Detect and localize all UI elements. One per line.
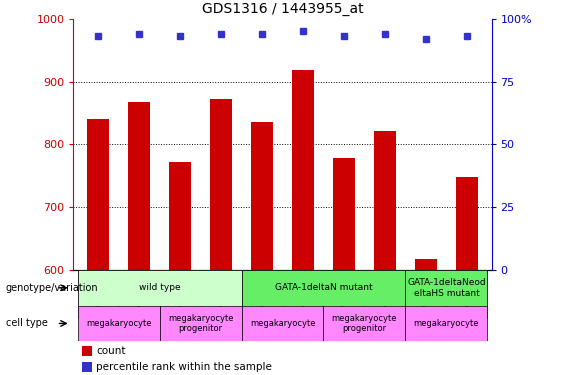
- Text: count: count: [97, 346, 126, 356]
- Bar: [415, 260, 437, 270]
- Text: megakaryocyte
progenitor: megakaryocyte progenitor: [168, 314, 233, 333]
- Text: percentile rank within the sample: percentile rank within the sample: [97, 362, 272, 372]
- Text: GSM45788: GSM45788: [258, 272, 267, 321]
- Text: GSM45787: GSM45787: [134, 272, 144, 321]
- Text: wild type: wild type: [139, 284, 180, 292]
- FancyBboxPatch shape: [159, 306, 241, 341]
- Text: megakaryocyte: megakaryocyte: [414, 319, 479, 328]
- Bar: [251, 122, 273, 270]
- Text: cell type: cell type: [6, 318, 47, 328]
- Bar: [373, 130, 396, 270]
- Bar: [169, 162, 192, 270]
- Text: GSM45794: GSM45794: [421, 272, 431, 321]
- Bar: [210, 99, 232, 270]
- Text: genotype/variation: genotype/variation: [6, 283, 98, 293]
- FancyBboxPatch shape: [201, 270, 241, 319]
- FancyBboxPatch shape: [324, 270, 364, 319]
- FancyBboxPatch shape: [406, 306, 488, 341]
- Text: GSM45795: GSM45795: [463, 272, 471, 321]
- FancyBboxPatch shape: [406, 270, 446, 319]
- Text: megakaryocyte: megakaryocyte: [86, 319, 151, 328]
- Bar: [456, 177, 478, 270]
- Bar: [128, 102, 150, 270]
- FancyBboxPatch shape: [241, 270, 282, 319]
- FancyBboxPatch shape: [159, 270, 201, 319]
- FancyBboxPatch shape: [119, 270, 159, 319]
- Bar: [333, 158, 355, 270]
- FancyBboxPatch shape: [241, 306, 324, 341]
- Text: megakaryocyte: megakaryocyte: [250, 319, 315, 328]
- FancyBboxPatch shape: [241, 270, 406, 306]
- Text: GSM45791: GSM45791: [216, 272, 225, 321]
- FancyBboxPatch shape: [77, 270, 241, 306]
- FancyBboxPatch shape: [364, 270, 406, 319]
- Bar: [82, 346, 92, 356]
- Bar: [292, 70, 314, 270]
- Text: GSM45786: GSM45786: [94, 272, 102, 321]
- FancyBboxPatch shape: [324, 306, 406, 341]
- Text: GATA-1deltaNeod
eltaHS mutant: GATA-1deltaNeod eltaHS mutant: [407, 278, 486, 297]
- Text: megakaryocyte
progenitor: megakaryocyte progenitor: [332, 314, 397, 333]
- Text: GSM45790: GSM45790: [176, 272, 185, 321]
- Text: GSM45792: GSM45792: [340, 272, 349, 321]
- FancyBboxPatch shape: [446, 270, 488, 319]
- Text: GSM45789: GSM45789: [298, 272, 307, 321]
- Bar: [87, 119, 109, 270]
- Text: GATA-1deltaN mutant: GATA-1deltaN mutant: [275, 284, 372, 292]
- FancyBboxPatch shape: [406, 270, 488, 306]
- FancyBboxPatch shape: [282, 270, 324, 319]
- FancyBboxPatch shape: [77, 270, 119, 319]
- Bar: [82, 362, 92, 372]
- Title: GDS1316 / 1443955_at: GDS1316 / 1443955_at: [202, 2, 363, 16]
- Text: GSM45793: GSM45793: [380, 272, 389, 321]
- FancyBboxPatch shape: [77, 306, 159, 341]
